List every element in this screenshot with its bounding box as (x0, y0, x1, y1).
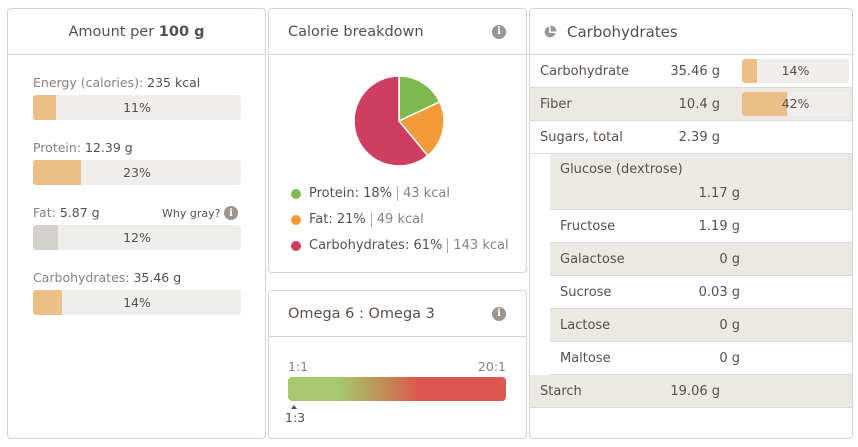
carb-bar: 14% (742, 59, 849, 83)
calorie-header: Calorie breakdown i (269, 9, 526, 55)
carb-row: Fiber 10.4 g 42% (530, 88, 852, 121)
nutrient-bar: 23% (33, 160, 241, 185)
amount-header: Amount per 100 g (8, 9, 265, 55)
why-gray-link[interactable]: Why gray? i (162, 206, 238, 220)
omega-max-label: 20:1 (477, 359, 506, 374)
bar-percent: 23% (123, 165, 151, 180)
pie-slice-carbohydrates (353, 75, 429, 167)
bar-fill (742, 92, 787, 116)
nutrient-bar: 14% (33, 290, 241, 315)
info-icon[interactable]: i (492, 24, 506, 39)
carbs-title: Carbohydrates (567, 22, 678, 41)
calorie-title: Calorie breakdown (288, 23, 424, 40)
amount-prefix: Amount per (68, 23, 155, 40)
calorie-pie-chart (353, 75, 445, 167)
pie-slice-fat (397, 100, 445, 157)
bar-fill (33, 290, 63, 315)
carb-row: Galactose 0 g (550, 243, 852, 276)
omega-panel: Omega 6 : Omega 3 i 1:1 20:1 1:3 (268, 290, 527, 439)
carb-bar: 42% (742, 92, 849, 116)
legend-dot (291, 214, 301, 225)
bar-fill (33, 160, 81, 185)
carb-row: Starch 19.06 g (530, 375, 852, 408)
nutrient-label: Fat: 5.87 g (33, 205, 100, 220)
nutrient-label: Carbohydrates: 35.46 g (33, 270, 182, 285)
calorie-breakdown-panel: Calorie breakdown i Protein: 18% 43 kcal F… (268, 8, 527, 273)
omega-marker-label: 1:3 (285, 410, 306, 425)
carb-row: Sugars, total 2.39 g (530, 121, 852, 154)
legend-item: Carbohydrates: 61% 143 kcal (291, 238, 509, 253)
carb-row: Lactose 0 g (550, 309, 852, 342)
carb-row: Glucose (dextrose) 1.17 g (550, 154, 852, 210)
carbohydrates-panel: Carbohydrates Carbohydrate 35.46 g 14% Fibe… (529, 8, 853, 439)
bar-fill (742, 59, 757, 83)
carb-row: Maltose 0 g (550, 342, 852, 375)
carb-row: Sucrose 0.03 g (550, 276, 852, 309)
nutrient-bar: 11% (33, 95, 241, 120)
carbs-header: Carbohydrates (530, 9, 852, 55)
amount-value: 100 g (158, 23, 205, 40)
bar-percent: 42% (781, 96, 810, 111)
omega-header: Omega 6 : Omega 3 i (269, 291, 526, 337)
nutrient-label: Protein: 12.39 g (33, 140, 133, 155)
bar-percent: 14% (123, 295, 151, 310)
info-icon[interactable]: i (492, 306, 506, 321)
legend-item: Fat: 21% 49 kcal (291, 212, 424, 227)
bar-fill (33, 225, 58, 250)
amount-panel: Amount per 100 g Energy (calories): 235 … (7, 8, 266, 439)
legend-item: Protein: 18% 43 kcal (291, 186, 450, 201)
pie-chart-icon (544, 25, 557, 37)
nutrient-bar: 12% (33, 225, 241, 250)
carb-row: Carbohydrate 35.46 g 14% (530, 55, 852, 88)
info-icon[interactable]: i (224, 206, 238, 220)
bar-percent: 12% (123, 230, 151, 245)
pie-slice-protein (398, 75, 441, 123)
bar-percent: 11% (123, 100, 151, 115)
bar-fill (33, 95, 56, 120)
legend-dot (291, 188, 301, 199)
omega-title: Omega 6 : Omega 3 (288, 305, 435, 322)
omega-marker-icon (291, 405, 297, 409)
bar-percent: 14% (781, 63, 810, 78)
legend-dot (291, 240, 301, 251)
omega-min-label: 1:1 (288, 359, 309, 374)
omega-ratio-bar (288, 377, 506, 401)
nutrient-label: Energy (calories): 235 kcal (33, 75, 201, 90)
carb-row: Fructose 1.19 g (550, 210, 852, 243)
